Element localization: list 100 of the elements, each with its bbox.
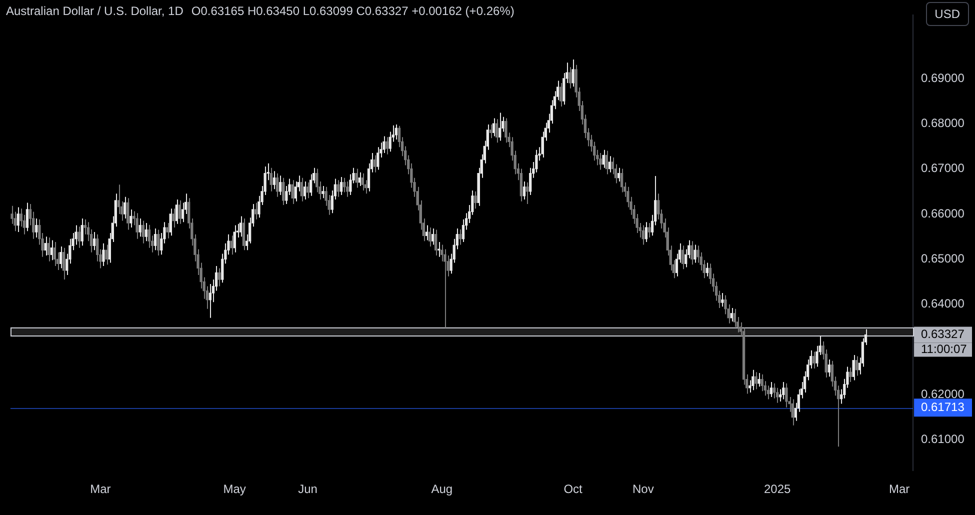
- candlestick: [620, 168, 624, 193]
- candlestick: [425, 224, 428, 241]
- y-tick-label: 0.68000: [921, 116, 965, 130]
- candlestick: [294, 180, 297, 202]
- candlestick: [495, 118, 498, 144]
- candlestick: [648, 222, 651, 238]
- candlestick: [541, 131, 544, 158]
- candlestick: [394, 124, 398, 140]
- candlestick: [35, 218, 38, 238]
- candlestick: [300, 177, 303, 202]
- candlestick: [117, 184, 120, 214]
- candlestick: [172, 208, 175, 228]
- candlestick: [721, 292, 724, 308]
- candlestick: [178, 200, 182, 224]
- candlestick: [340, 176, 343, 196]
- x-tick-label: 2025: [764, 482, 791, 496]
- candlestick: [626, 186, 630, 208]
- candlestick: [142, 220, 144, 244]
- candlestick: [358, 172, 361, 186]
- candlestick: [322, 185, 324, 199]
- candlestick: [126, 198, 130, 230]
- x-tick-label: Nov: [632, 482, 654, 496]
- candlestick: [560, 82, 562, 107]
- candlestick: [59, 246, 62, 269]
- y-axis-title: USD: [926, 2, 969, 26]
- candlestick: [44, 236, 47, 256]
- candlestick: [105, 244, 108, 266]
- candlestick: [852, 354, 855, 381]
- candlestick: [53, 241, 56, 266]
- candlestick: [26, 202, 29, 232]
- candlestick: [770, 382, 773, 398]
- candlestick: [278, 175, 282, 196]
- candlestick: [270, 167, 272, 192]
- y-tick-label: 0.66000: [921, 206, 965, 220]
- candlestick: [522, 180, 526, 200]
- x-tick-label: Mar: [90, 482, 111, 496]
- candlestick: [230, 235, 233, 256]
- candlestick: [272, 170, 276, 190]
- candlestick: [291, 180, 294, 205]
- y-tick-label: 0.64000: [921, 296, 965, 311]
- candlestick: [855, 356, 858, 376]
- candlestick: [785, 382, 788, 408]
- candlestick: [498, 112, 502, 142]
- candlestick: [608, 156, 611, 173]
- candlestick: [458, 228, 462, 246]
- candlestick: [386, 136, 388, 155]
- candlestick: [724, 294, 727, 315]
- candlestick: [489, 124, 492, 139]
- candlestick: [642, 224, 644, 246]
- candlestick: [123, 196, 126, 220]
- candlestick: [346, 180, 349, 198]
- text: 11:00:07: [921, 342, 968, 356]
- y-tick-label: 0.69000: [921, 70, 965, 85]
- ref-line-label: 0.61713: [921, 400, 965, 414]
- candlestick: [791, 398, 794, 426]
- candlestick: [675, 253, 678, 277]
- candlestick: [492, 118, 496, 137]
- candlestick: [50, 240, 53, 261]
- candlestick: [828, 358, 830, 378]
- candlestick: [382, 136, 386, 154]
- candlestick: [374, 154, 376, 173]
- candlestick: [733, 308, 736, 328]
- candlestick: [130, 208, 132, 228]
- candlestick: [431, 228, 434, 246]
- candlestick: [175, 199, 178, 224]
- y-tick-label: 0.61000: [921, 432, 965, 446]
- candlestick: [343, 177, 346, 193]
- candlestick: [157, 229, 160, 256]
- candlestick: [605, 150, 608, 175]
- x-tick-label: Jun: [298, 482, 318, 496]
- candlestick: [376, 146, 380, 170]
- chart-subtitle: O0.63165 H0.63450 L0.63099 C0.63327 +0.00162 (+0.26%): [191, 4, 514, 18]
- candlestick: [169, 208, 172, 236]
- candlestick: [434, 229, 438, 256]
- candlestick: [758, 372, 760, 388]
- candlestick: [242, 218, 246, 251]
- candlestick: [568, 66, 572, 89]
- text: 0.63327: [921, 327, 965, 342]
- candlestick: [849, 367, 852, 383]
- candlestick: [78, 226, 80, 248]
- candlestick: [776, 387, 779, 404]
- candlestick: [572, 58, 574, 88]
- candlestick: [144, 222, 148, 242]
- candlestick: [138, 218, 142, 238]
- candlestick: [208, 284, 212, 318]
- candlestick: [355, 168, 358, 188]
- candlestick: [474, 190, 477, 210]
- candlestick: [526, 182, 529, 205]
- candlestick: [730, 307, 733, 322]
- candlestick: [706, 262, 709, 277]
- candlestick: [748, 380, 752, 393]
- candlestick: [367, 162, 370, 192]
- candlestick: [599, 152, 602, 170]
- candlestick: [282, 177, 285, 206]
- candlestick: [136, 212, 138, 240]
- candlestick: [80, 218, 84, 246]
- candlestick: [148, 224, 151, 248]
- candlestick: [684, 248, 688, 268]
- candlestick: [428, 227, 432, 248]
- candlestick: [166, 222, 169, 239]
